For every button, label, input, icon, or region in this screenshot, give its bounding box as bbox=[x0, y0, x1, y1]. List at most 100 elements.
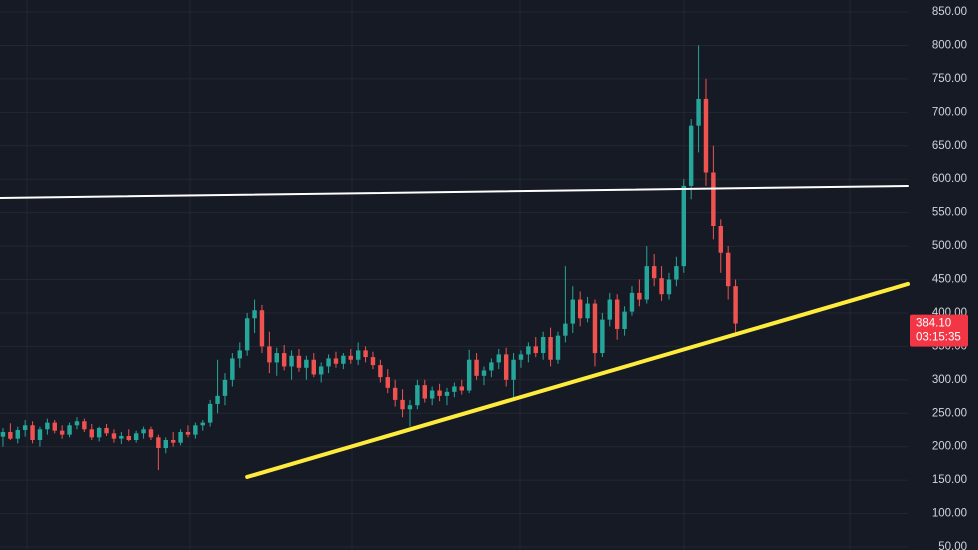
candle-body bbox=[725, 252, 731, 287]
candle-body bbox=[496, 354, 501, 363]
candle-body bbox=[259, 310, 265, 347]
candle-body bbox=[437, 390, 442, 396]
candle-body bbox=[378, 365, 383, 378]
candle-body bbox=[267, 346, 272, 363]
candle-body bbox=[577, 299, 583, 319]
candle-body bbox=[215, 395, 220, 404]
candle-body bbox=[311, 359, 316, 375]
candle-body bbox=[8, 431, 13, 439]
candle-body bbox=[82, 421, 87, 430]
candle-body bbox=[230, 358, 235, 380]
candle-body bbox=[533, 346, 538, 354]
candle-body bbox=[370, 357, 376, 366]
candle-body bbox=[585, 303, 590, 319]
candle-body bbox=[96, 427, 102, 438]
candle-body bbox=[170, 440, 176, 443]
candle-body bbox=[392, 387, 398, 400]
candle-body bbox=[318, 366, 324, 375]
candle-body bbox=[452, 386, 457, 392]
candle-body bbox=[141, 429, 146, 434]
candle-body bbox=[304, 359, 309, 368]
candle-body bbox=[407, 405, 413, 410]
candle-body bbox=[400, 399, 405, 410]
candle-body bbox=[37, 429, 43, 440]
trend-line bbox=[0, 185, 909, 199]
candle-body bbox=[592, 303, 598, 354]
candle-body bbox=[200, 422, 205, 426]
y-tick-label: 600.00 bbox=[932, 173, 967, 185]
candle-body bbox=[688, 125, 694, 186]
y-tick-label: 550.00 bbox=[932, 207, 967, 219]
candle-body bbox=[207, 403, 213, 423]
y-tick-label: 750.00 bbox=[932, 73, 967, 85]
candle-body bbox=[415, 385, 420, 406]
candle-body bbox=[644, 266, 649, 300]
price-label-box bbox=[910, 314, 968, 347]
candle-body bbox=[133, 433, 139, 440]
candle-body bbox=[45, 422, 50, 430]
candle-body bbox=[540, 337, 546, 354]
candle-body bbox=[348, 355, 353, 360]
candle-body bbox=[0, 431, 6, 437]
candle-body bbox=[163, 440, 168, 449]
candle-body bbox=[711, 172, 716, 226]
candle-body bbox=[237, 350, 242, 359]
y-tick-label: 200.00 bbox=[932, 441, 967, 453]
candle-body bbox=[222, 379, 228, 396]
candle-body bbox=[674, 266, 679, 280]
candle-body bbox=[363, 350, 368, 358]
candle-body bbox=[126, 435, 131, 440]
candle-body bbox=[67, 425, 72, 435]
candle-body bbox=[474, 359, 479, 376]
candle-body bbox=[444, 391, 450, 396]
candle-body bbox=[274, 353, 279, 363]
candle-body bbox=[111, 433, 117, 439]
candle-body bbox=[148, 429, 154, 438]
y-tick-label: 800.00 bbox=[932, 39, 967, 51]
y-tick-label: 250.00 bbox=[932, 407, 967, 419]
candle-body bbox=[104, 427, 109, 434]
candle-body bbox=[422, 385, 427, 399]
candle-body bbox=[526, 346, 531, 355]
trend-line bbox=[245, 281, 910, 479]
candle-body bbox=[622, 311, 627, 329]
candle-body bbox=[289, 355, 294, 367]
candle-body bbox=[629, 292, 635, 312]
vertical-grid bbox=[26, 0, 851, 550]
candle-body bbox=[385, 377, 390, 388]
y-tick-label: 100.00 bbox=[932, 508, 967, 520]
candle-body bbox=[341, 355, 346, 364]
candle-body bbox=[681, 185, 686, 267]
countdown-label: 03:15:35 bbox=[916, 332, 961, 344]
candle-body bbox=[718, 226, 723, 253]
candle-body bbox=[607, 299, 612, 320]
candle-body bbox=[429, 390, 435, 399]
candle-body bbox=[119, 435, 124, 439]
candle-body bbox=[30, 425, 35, 440]
candle-body bbox=[22, 425, 28, 430]
y-tick-label: 850.00 bbox=[932, 6, 967, 18]
candle-body bbox=[651, 266, 657, 279]
candle-body bbox=[614, 299, 620, 329]
candle-body bbox=[703, 98, 709, 173]
candle-body bbox=[733, 286, 738, 324]
candle-body bbox=[326, 358, 331, 367]
y-tick-label: 700.00 bbox=[932, 106, 967, 118]
candle-body bbox=[244, 318, 250, 351]
candle-body bbox=[518, 354, 524, 360]
candle-body bbox=[570, 299, 575, 324]
y-tick-label: 150.00 bbox=[932, 474, 967, 486]
candle-body bbox=[185, 431, 191, 435]
candle-body bbox=[252, 310, 257, 319]
candle-body bbox=[563, 323, 568, 336]
y-tick-label: 300.00 bbox=[932, 374, 967, 386]
candle-body bbox=[74, 421, 80, 426]
candle-body bbox=[481, 370, 487, 376]
candle-body bbox=[555, 335, 561, 360]
candle-body bbox=[59, 430, 65, 435]
candle-body bbox=[15, 429, 20, 439]
y-tick-label: 450.00 bbox=[932, 274, 967, 286]
candle-body bbox=[696, 98, 701, 126]
